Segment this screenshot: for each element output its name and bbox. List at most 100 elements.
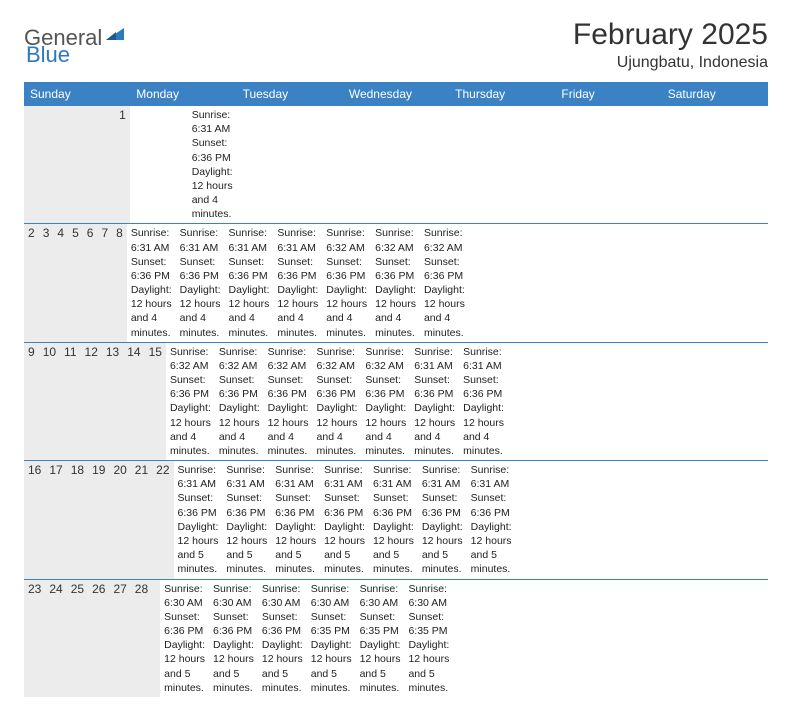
- day-info-cell: Sunrise: 6:31 AMSunset: 6:36 PMDaylight:…: [467, 461, 516, 578]
- sunrise-text: Sunrise: 6:31 AM: [229, 226, 270, 254]
- day-number: 18: [67, 461, 88, 578]
- sunrise-text: Sunrise: 6:32 AM: [326, 226, 367, 254]
- day-info-row: Sunrise: 6:32 AMSunset: 6:36 PMDaylight:…: [166, 343, 508, 460]
- day-number: [85, 106, 100, 223]
- weeks-container: 1Sunrise: 6:31 AMSunset: 6:36 PMDaylight…: [24, 106, 768, 697]
- day-info-cell: Sunrise: 6:31 AMSunset: 6:36 PMDaylight:…: [271, 461, 320, 578]
- sunrise-text: Sunrise: 6:30 AM: [262, 582, 303, 610]
- day-info-cell: Sunrise: 6:30 AMSunset: 6:36 PMDaylight:…: [258, 580, 307, 697]
- weekday-header: Friday: [555, 82, 661, 106]
- sunrise-text: Sunrise: 6:31 AM: [131, 226, 172, 254]
- weekday-header: Sunday: [24, 82, 130, 106]
- sunset-text: Sunset: 6:36 PM: [373, 491, 414, 519]
- sunrise-text: Sunrise: 6:31 AM: [422, 463, 463, 491]
- day-info-cell: Sunrise: 6:32 AMSunset: 6:36 PMDaylight:…: [371, 224, 420, 341]
- sunset-text: Sunset: 6:36 PM: [424, 255, 465, 283]
- weekday-header-row: Sunday Monday Tuesday Wednesday Thursday…: [24, 82, 768, 106]
- day-number: 23: [24, 580, 45, 697]
- daylight-text: Daylight: 12 hours and 5 minutes.: [324, 520, 365, 577]
- day-number: 27: [109, 580, 130, 697]
- sunrise-text: Sunrise: 6:30 AM: [164, 582, 205, 610]
- day-info-cell: Sunrise: 6:31 AMSunset: 6:36 PMDaylight:…: [222, 461, 271, 578]
- sunrise-text: Sunrise: 6:31 AM: [226, 463, 267, 491]
- day-number-row: 2345678: [24, 224, 127, 341]
- sunset-text: Sunset: 6:36 PM: [365, 373, 406, 401]
- daylight-text: Daylight: 12 hours and 5 minutes.: [178, 520, 219, 577]
- day-info-cell: Sunrise: 6:31 AMSunset: 6:36 PMDaylight:…: [320, 461, 369, 578]
- daylight-text: Daylight: 12 hours and 4 minutes.: [192, 165, 233, 222]
- day-number: 25: [67, 580, 88, 697]
- sunset-text: Sunset: 6:36 PM: [262, 610, 303, 638]
- daylight-text: Daylight: 12 hours and 4 minutes.: [131, 283, 172, 340]
- daylight-text: Daylight: 12 hours and 5 minutes.: [226, 520, 267, 577]
- sunrise-text: Sunrise: 6:31 AM: [178, 463, 219, 491]
- day-info-cell: [169, 106, 179, 223]
- daylight-text: Daylight: 12 hours and 4 minutes.: [277, 283, 318, 340]
- day-number-row: 232425262728: [24, 580, 160, 697]
- day-number: [152, 580, 160, 697]
- daylight-text: Daylight: 12 hours and 5 minutes.: [275, 520, 316, 577]
- sunset-text: Sunset: 6:36 PM: [324, 491, 365, 519]
- calendar-page: General February 2025 Ujungbatu, Indones…: [0, 0, 792, 715]
- sunset-text: Sunset: 6:36 PM: [275, 491, 316, 519]
- day-number: 6: [83, 224, 98, 341]
- sunset-text: Sunset: 6:36 PM: [277, 255, 318, 283]
- day-info-cell: Sunrise: 6:31 AMSunset: 6:36 PMDaylight:…: [188, 106, 237, 223]
- month-title: February 2025: [573, 18, 768, 52]
- day-info-row: Sunrise: 6:31 AMSunset: 6:36 PMDaylight:…: [127, 224, 469, 341]
- day-number: 1: [115, 106, 130, 223]
- day-info-cell: Sunrise: 6:31 AMSunset: 6:36 PMDaylight:…: [418, 461, 467, 578]
- sunset-text: Sunset: 6:36 PM: [164, 610, 205, 638]
- weekday-header: Saturday: [662, 82, 768, 106]
- brand-part2: Blue: [26, 42, 70, 67]
- brand-line2: Blue: [24, 44, 70, 67]
- day-info-cell: Sunrise: 6:30 AMSunset: 6:36 PMDaylight:…: [160, 580, 209, 697]
- daylight-text: Daylight: 12 hours and 5 minutes.: [408, 638, 449, 695]
- sunset-text: Sunset: 6:36 PM: [414, 373, 455, 401]
- sunset-text: Sunset: 6:36 PM: [268, 373, 309, 401]
- day-info-cell: Sunrise: 6:32 AMSunset: 6:36 PMDaylight:…: [420, 224, 469, 341]
- sunrise-text: Sunrise: 6:31 AM: [192, 108, 233, 136]
- day-number-row: 9101112131415: [24, 343, 166, 460]
- calendar-week: 1 Sunrise: 6:31 AMSunset: 6:36 PMDaylight…: [24, 106, 768, 224]
- sunset-text: Sunset: 6:36 PM: [131, 255, 172, 283]
- sunrise-text: Sunrise: 6:30 AM: [311, 582, 352, 610]
- sunrise-text: Sunrise: 6:31 AM: [414, 345, 455, 373]
- day-number: 20: [109, 461, 130, 578]
- day-info-cell: Sunrise: 6:32 AMSunset: 6:36 PMDaylight:…: [264, 343, 313, 460]
- day-number: 24: [45, 580, 66, 697]
- day-number-row: 1: [24, 106, 130, 223]
- sunrise-text: Sunrise: 6:32 AM: [317, 345, 358, 373]
- calendar-week: 232425262728Sunrise: 6:30 AMSunset: 6:36…: [24, 580, 768, 697]
- day-info-cell: [149, 106, 159, 223]
- day-number: 3: [39, 224, 54, 341]
- daylight-text: Daylight: 12 hours and 4 minutes.: [414, 401, 455, 458]
- sunset-text: Sunset: 6:36 PM: [180, 255, 221, 283]
- day-info-cell: Sunrise: 6:31 AMSunset: 6:36 PMDaylight:…: [225, 224, 274, 341]
- sunset-text: Sunset: 6:36 PM: [219, 373, 260, 401]
- daylight-text: Daylight: 12 hours and 4 minutes.: [326, 283, 367, 340]
- daylight-text: Daylight: 12 hours and 4 minutes.: [317, 401, 358, 458]
- sunrise-text: Sunrise: 6:30 AM: [408, 582, 449, 610]
- day-number: 12: [81, 343, 102, 460]
- day-number: 26: [88, 580, 109, 697]
- sunrise-text: Sunrise: 6:32 AM: [268, 345, 309, 373]
- daylight-text: Daylight: 12 hours and 5 minutes.: [164, 638, 205, 695]
- daylight-text: Daylight: 12 hours and 4 minutes.: [180, 283, 221, 340]
- weekday-header: Monday: [130, 82, 236, 106]
- day-info-cell: Sunrise: 6:31 AMSunset: 6:36 PMDaylight:…: [174, 461, 223, 578]
- sunset-text: Sunset: 6:35 PM: [408, 610, 449, 638]
- day-info-row: Sunrise: 6:30 AMSunset: 6:36 PMDaylight:…: [160, 580, 461, 697]
- day-info-cell: Sunrise: 6:32 AMSunset: 6:36 PMDaylight:…: [313, 343, 362, 460]
- sunrise-text: Sunrise: 6:32 AM: [219, 345, 260, 373]
- daylight-text: Daylight: 12 hours and 4 minutes.: [268, 401, 309, 458]
- day-number: [70, 106, 85, 223]
- day-number: 4: [53, 224, 68, 341]
- sunset-text: Sunset: 6:36 PM: [170, 373, 211, 401]
- day-number: 5: [68, 224, 83, 341]
- sunrise-text: Sunrise: 6:31 AM: [277, 226, 318, 254]
- sunrise-text: Sunrise: 6:32 AM: [375, 226, 416, 254]
- sunset-text: Sunset: 6:36 PM: [326, 255, 367, 283]
- day-number: 19: [88, 461, 109, 578]
- day-info-cell: Sunrise: 6:31 AMSunset: 6:36 PMDaylight:…: [459, 343, 508, 460]
